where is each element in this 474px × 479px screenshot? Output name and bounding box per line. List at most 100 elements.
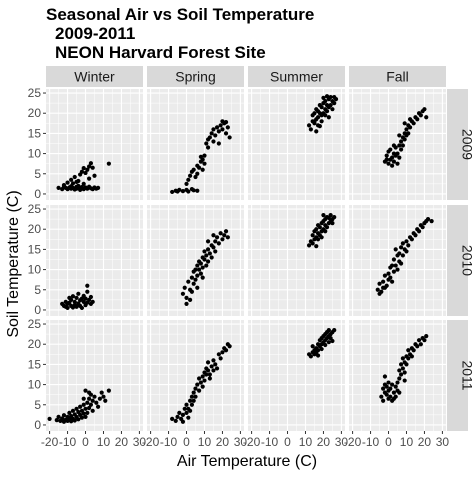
data-point [215, 125, 219, 129]
data-point [318, 225, 322, 229]
data-point [413, 233, 417, 237]
data-point [80, 306, 84, 310]
data-point [206, 259, 210, 263]
data-point [320, 347, 324, 351]
data-point [386, 380, 390, 384]
data-point [76, 292, 80, 296]
data-point [103, 399, 107, 403]
data-point [388, 395, 392, 399]
x-tick-label: -10 [362, 435, 380, 449]
x-tick-label: 20 [418, 435, 432, 449]
data-point [211, 368, 215, 372]
data-point [321, 213, 325, 217]
x-tick-label: 10 [97, 435, 111, 449]
data-point [327, 340, 331, 344]
data-point [190, 403, 194, 407]
data-point [404, 239, 408, 243]
data-point [323, 229, 327, 233]
data-point [195, 286, 199, 290]
strip-label-2011: 2011 [460, 360, 474, 390]
data-point [332, 215, 336, 219]
data-point [383, 274, 387, 278]
data-point [91, 399, 95, 403]
data-point [186, 416, 190, 420]
data-point [381, 399, 385, 403]
data-point [403, 378, 407, 382]
strip-label-spring: Spring [175, 69, 215, 85]
data-point [215, 366, 219, 370]
data-point [383, 374, 387, 378]
data-point [192, 399, 196, 403]
data-point [188, 298, 192, 302]
data-point [228, 135, 232, 139]
data-point [327, 328, 331, 332]
data-point [327, 115, 331, 119]
data-point [312, 111, 316, 115]
data-point [74, 296, 78, 300]
data-point [85, 284, 89, 288]
data-point [71, 181, 75, 185]
data-point [397, 133, 401, 137]
data-point [80, 416, 84, 420]
data-point [385, 393, 389, 397]
data-point [224, 120, 228, 124]
data-point [311, 233, 315, 237]
data-point [85, 290, 89, 294]
data-point [325, 225, 329, 229]
y-tick-label: 25 [28, 317, 42, 331]
data-point [85, 401, 89, 405]
data-point [91, 300, 95, 304]
data-point [208, 376, 212, 380]
x-tick-label: -20 [344, 435, 362, 449]
data-point [181, 189, 185, 193]
y-tick-label: 0 [34, 187, 41, 201]
data-point [211, 127, 215, 131]
data-point [83, 297, 87, 301]
data-point [195, 274, 199, 278]
data-point [311, 344, 315, 348]
data-point [211, 245, 215, 249]
data-point [89, 295, 93, 299]
data-point [192, 188, 196, 192]
data-point [186, 178, 190, 182]
data-point [392, 143, 396, 147]
y-tick-label: 0 [34, 418, 41, 432]
data-point [330, 107, 334, 111]
data-point [376, 288, 380, 292]
data-point [316, 353, 320, 357]
data-point [220, 127, 224, 131]
data-point [394, 385, 398, 389]
data-point [316, 348, 320, 352]
data-point [64, 305, 68, 309]
y-tick-label: 5 [34, 398, 41, 412]
data-point [217, 241, 221, 245]
y-tick-label: 15 [28, 357, 42, 371]
data-point [193, 267, 197, 271]
data-point [410, 354, 414, 358]
data-point [96, 405, 100, 409]
data-point [307, 243, 311, 247]
data-point [399, 139, 403, 143]
data-point [401, 366, 405, 370]
data-point [213, 362, 217, 366]
data-point [406, 348, 410, 352]
data-point [202, 378, 206, 382]
data-point [325, 109, 329, 113]
data-point [170, 417, 174, 421]
data-point [94, 401, 98, 405]
strip-label-winter: Winter [74, 69, 115, 85]
y-tick-label: 15 [28, 242, 42, 256]
data-point [417, 338, 421, 342]
data-point [386, 162, 390, 166]
data-point [417, 229, 421, 233]
data-point [395, 162, 399, 166]
data-point [89, 403, 93, 407]
data-point [67, 296, 71, 300]
data-point [406, 243, 410, 247]
data-point [401, 143, 405, 147]
data-point [325, 94, 329, 98]
x-tick-label: -20 [243, 435, 261, 449]
data-point [334, 97, 338, 101]
data-point [395, 151, 399, 155]
data-point [208, 135, 212, 139]
